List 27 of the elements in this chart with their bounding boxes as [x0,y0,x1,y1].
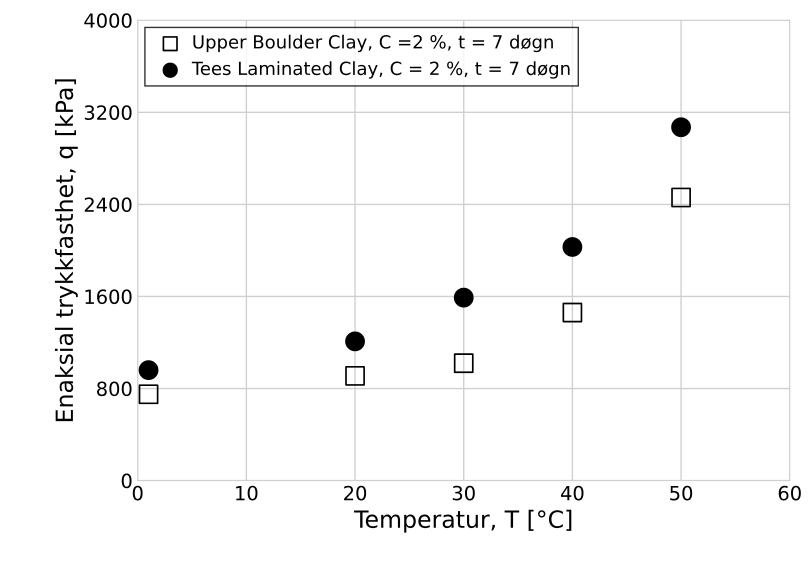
point [671,117,691,138]
y-tick-label: 0 [122,474,132,488]
y-tick-label: 1600 [85,289,132,304]
point [562,302,582,322]
point [138,360,158,380]
point [345,331,365,352]
x-tick-label: 20 [344,486,366,500]
y-tick-label: 4000 [84,13,132,28]
x-tick-label: 50 [670,486,692,500]
legend-label: Tees Laminated Clay, C = 2 %, t = 7 døgn [192,61,570,79]
y-axis-title: Enaksial trykkfasthet, q [kPa] [54,79,78,422]
point [454,288,474,308]
x-tick-label: 60 [778,486,801,500]
point [562,237,582,257]
x-tick-label: 30 [452,486,475,500]
point [671,188,691,208]
x-axis-title: Temperatur, T [°C] [354,510,572,533]
y-tick-label: 3200 [84,105,132,120]
point [454,353,474,374]
legend-label: Upper Boulder Clay, C =2 %, t = 7 døgn [193,34,553,52]
point [138,384,158,404]
y-tick-label: 800 [97,381,132,396]
x-tick-label: 10 [236,486,258,500]
x-tick-label: 40 [560,486,584,500]
y-tick-label: 2400 [84,197,132,212]
x-tick-label: 0 [132,486,143,500]
point [345,366,365,386]
